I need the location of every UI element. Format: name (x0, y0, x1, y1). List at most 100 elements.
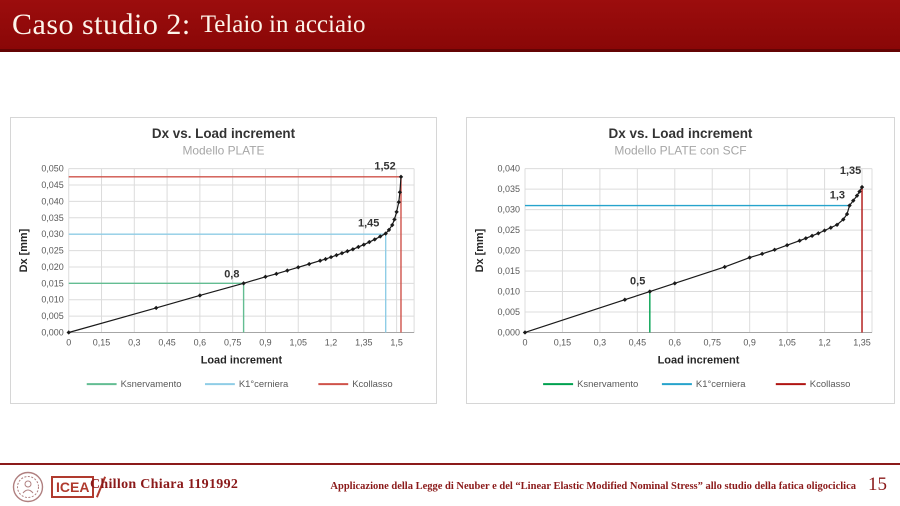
data-point (296, 265, 301, 270)
data-point (396, 199, 401, 205)
svg-text:0,9: 0,9 (259, 337, 271, 347)
svg-text:1,05: 1,05 (778, 337, 796, 347)
slide-title: Caso studio 2: (12, 7, 191, 41)
svg-text:1,2: 1,2 (818, 337, 831, 347)
svg-text:0,015: 0,015 (498, 266, 521, 276)
chart-subtitle: Modello PLATE con SCF (614, 144, 746, 158)
data-point (392, 217, 397, 222)
svg-text:0,75: 0,75 (703, 337, 721, 347)
y-axis-title: Dx [mm] (18, 228, 30, 272)
legend-label: K1°cerniera (696, 379, 746, 390)
svg-text:0,025: 0,025 (41, 246, 63, 256)
svg-text:0,15: 0,15 (554, 337, 572, 347)
data-point (851, 198, 856, 203)
x-axis-title: Load increment (201, 354, 283, 366)
svg-text:0,035: 0,035 (498, 184, 521, 194)
data-point (153, 305, 159, 311)
chart-legend: Ksnervamento K1°cerniera Kcollasso (86, 379, 393, 390)
reference-lines (68, 176, 402, 333)
data-point (345, 249, 350, 254)
reference-lines (525, 187, 863, 333)
annotations: 0,5 1,3 1,35 (630, 165, 861, 288)
data-point (339, 251, 345, 256)
svg-text:1,35: 1,35 (840, 165, 861, 177)
svg-text:0,5: 0,5 (630, 276, 645, 288)
svg-text:1,3: 1,3 (830, 190, 845, 202)
axis-tick-labels: 0,000 0,005 0,010 0,015 0,020 0,025 0,030 0,035… (41, 164, 403, 348)
data-point (809, 233, 815, 239)
data-point (816, 231, 821, 236)
data-point (390, 222, 395, 228)
svg-text:0,050: 0,050 (41, 164, 63, 174)
data-point (383, 231, 388, 236)
svg-text:0,9: 0,9 (743, 337, 756, 347)
data-point (847, 203, 852, 208)
university-logo: ICEA (12, 471, 107, 503)
svg-text:1,45: 1,45 (358, 217, 379, 229)
gridlines (68, 168, 415, 333)
data-point (841, 217, 846, 222)
data-point (361, 242, 367, 247)
svg-text:0,010: 0,010 (41, 295, 63, 305)
data-point (722, 264, 727, 270)
svg-text:0,040: 0,040 (41, 196, 63, 206)
svg-text:0,45: 0,45 (158, 337, 175, 347)
y-axis-title: Dx [mm] (474, 228, 486, 272)
legend-label: Kcollasso (352, 379, 392, 390)
svg-text:0,3: 0,3 (594, 337, 607, 347)
data-point (386, 227, 392, 233)
svg-text:0,035: 0,035 (41, 213, 63, 223)
data-point (747, 255, 752, 260)
data-point (367, 239, 372, 245)
axis-tick-labels: 0,000 0,005 0,010 0,015 0,020 0,025 0,030 0,035… (498, 164, 871, 348)
svg-text:1,35: 1,35 (355, 337, 372, 347)
chart-panel-plate: Dx vs. Load increment Modello PLATE 0,000 0… (10, 117, 437, 404)
x-axis-title: Load increment (658, 354, 740, 366)
svg-text:0,015: 0,015 (41, 278, 63, 288)
svg-text:1,5: 1,5 (390, 337, 402, 347)
svg-text:0,15: 0,15 (93, 337, 110, 347)
svg-text:0,020: 0,020 (498, 246, 521, 256)
svg-text:0,040: 0,040 (498, 164, 521, 174)
data-point (323, 256, 328, 262)
data-point (822, 228, 827, 233)
chart-panel-plate-scf: Dx vs. Load increment Modello PLATE con S… (466, 117, 895, 404)
legend-label: Kcollasso (810, 379, 851, 390)
svg-text:0,6: 0,6 (194, 337, 206, 347)
data-point (803, 236, 809, 241)
svg-text:0,000: 0,000 (498, 328, 521, 338)
legend-label: K1°cerniera (239, 379, 289, 390)
data-point (241, 281, 246, 286)
chart-title: Dx vs. Load increment (609, 126, 753, 141)
svg-text:0,030: 0,030 (498, 205, 521, 215)
data-point (772, 247, 777, 252)
data-point (306, 261, 312, 267)
footer-author: Chillon Chiara 1191992 (90, 477, 239, 492)
legend-label: Ksnervamento (121, 379, 182, 390)
data-point (285, 268, 290, 273)
data-point (378, 234, 383, 239)
svg-text:1,2: 1,2 (325, 337, 337, 347)
data-point (797, 238, 802, 243)
footer-divider (0, 463, 900, 465)
data-series (66, 174, 404, 335)
legend-label: Ksnervamento (577, 379, 638, 390)
data-point (197, 293, 203, 298)
data-point (334, 252, 339, 258)
svg-text:1,35: 1,35 (853, 337, 871, 347)
svg-text:0: 0 (66, 337, 71, 347)
slide-header: Caso studio 2: Telaio in acciaio (0, 0, 900, 52)
svg-text:0,000: 0,000 (41, 327, 63, 337)
gridlines (524, 168, 873, 333)
svg-text:1,05: 1,05 (290, 337, 307, 347)
data-point (759, 251, 765, 257)
data-point (356, 244, 361, 250)
data-point (672, 281, 677, 286)
data-point (372, 237, 377, 242)
data-point (647, 289, 653, 294)
svg-text:0,005: 0,005 (498, 307, 521, 317)
svg-text:0,030: 0,030 (41, 229, 63, 239)
slide-subtitle: Telaio in acciaio (200, 10, 366, 38)
svg-text:0: 0 (522, 337, 527, 347)
data-point (828, 225, 834, 230)
